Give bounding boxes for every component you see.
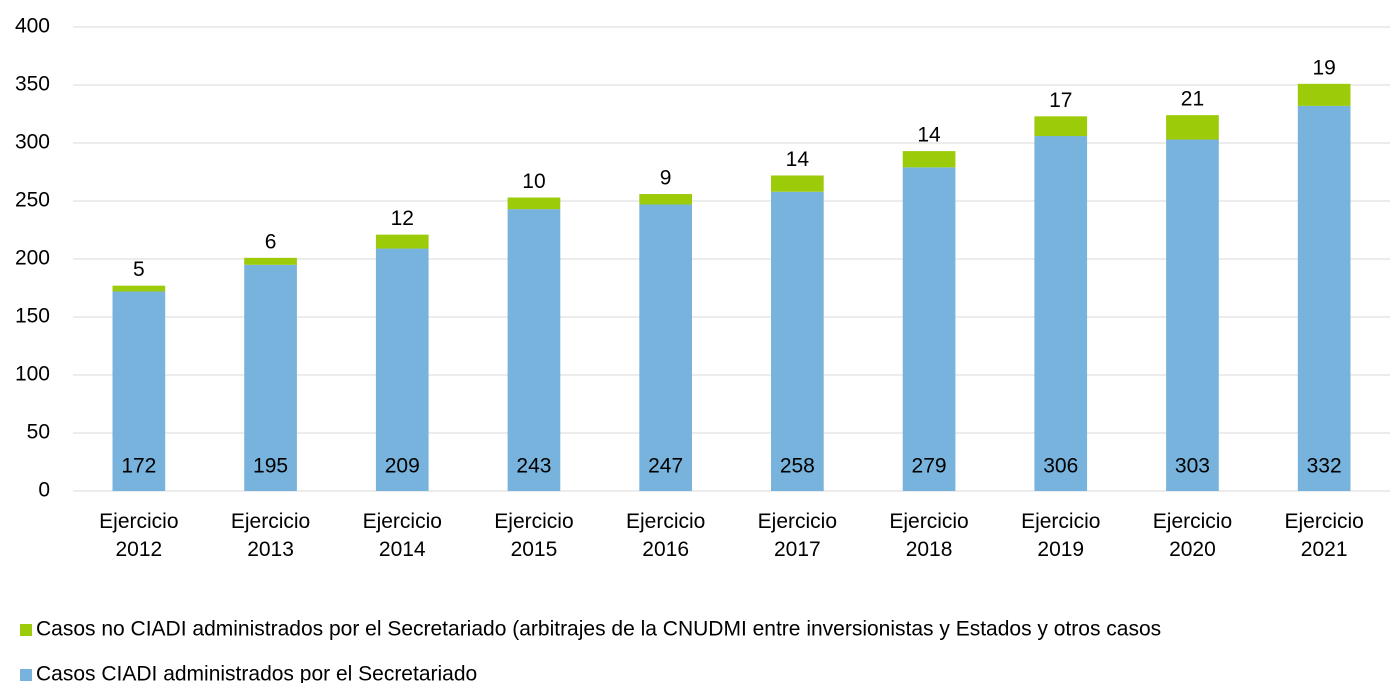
bar-segment bbox=[375, 234, 429, 249]
x-tick-label: Ejercicio 2021 bbox=[1284, 510, 1363, 561]
value-label: 17 bbox=[1049, 89, 1072, 112]
legend-label: Casos CIADI administrados por el Secreta… bbox=[36, 663, 477, 683]
value-label: 19 bbox=[1312, 56, 1335, 79]
y-tick-label: 100 bbox=[15, 363, 50, 386]
x-tick-label: Ejercicio 2017 bbox=[758, 510, 837, 561]
value-label: 5 bbox=[133, 258, 145, 281]
bar-segment bbox=[375, 248, 429, 491]
value-label: 279 bbox=[912, 455, 947, 478]
bar-segment bbox=[1034, 136, 1088, 492]
x-tick-label: Ejercicio 2020 bbox=[1153, 510, 1232, 561]
y-tick-label: 50 bbox=[27, 421, 50, 444]
value-label: 9 bbox=[660, 167, 672, 190]
y-tick-label: 200 bbox=[15, 247, 50, 270]
bar-segment bbox=[902, 167, 956, 492]
legend-swatch bbox=[20, 669, 32, 681]
y-tick-label: 400 bbox=[15, 15, 50, 38]
bar-segment bbox=[1297, 105, 1351, 491]
bar-segment bbox=[1166, 115, 1219, 140]
x-tick-label: Ejercicio 2015 bbox=[494, 510, 573, 561]
value-label: 172 bbox=[121, 455, 156, 478]
value-label: 247 bbox=[648, 455, 683, 478]
value-label: 12 bbox=[391, 207, 414, 230]
value-label: 306 bbox=[1043, 455, 1078, 478]
bar-segment bbox=[244, 264, 297, 491]
x-tick-label: Ejercicio 2012 bbox=[99, 510, 178, 561]
bar-segment bbox=[639, 204, 692, 492]
value-label: 14 bbox=[786, 148, 810, 171]
value-label: 243 bbox=[516, 455, 551, 478]
bar-segment bbox=[902, 151, 956, 168]
bar-segment bbox=[507, 209, 561, 491]
x-tick-label: Ejercicio 2013 bbox=[231, 510, 310, 561]
value-label: 195 bbox=[253, 455, 288, 478]
y-tick-label: 350 bbox=[15, 73, 50, 96]
bar-segment bbox=[112, 285, 166, 292]
value-label: 10 bbox=[522, 170, 545, 193]
bar-segment bbox=[771, 191, 824, 491]
bar-segment bbox=[507, 197, 561, 210]
value-label: 6 bbox=[265, 230, 277, 253]
y-tick-label: 300 bbox=[15, 131, 50, 154]
y-tick-label: 250 bbox=[15, 189, 50, 212]
bar-segment bbox=[639, 194, 692, 205]
value-label: 303 bbox=[1175, 455, 1210, 478]
y-tick-label: 0 bbox=[38, 479, 50, 502]
bar-segment bbox=[112, 291, 166, 491]
x-tick-label: Ejercicio 2019 bbox=[1021, 510, 1100, 561]
value-label: 332 bbox=[1307, 455, 1342, 478]
legend-label: Casos no CIADI administrados por el Secr… bbox=[36, 618, 1161, 641]
x-tick-label: Ejercicio 2018 bbox=[889, 510, 968, 561]
y-tick-label: 150 bbox=[15, 305, 50, 328]
value-label: 209 bbox=[385, 455, 420, 478]
bar-segment bbox=[244, 257, 297, 265]
x-tick-label: Ejercicio 2014 bbox=[363, 510, 442, 561]
bar-segment bbox=[1166, 139, 1219, 491]
bar-segment bbox=[1297, 83, 1351, 106]
bar-segment bbox=[1034, 116, 1088, 137]
value-label: 21 bbox=[1181, 88, 1204, 111]
x-tick-label: Ejercicio 2016 bbox=[626, 510, 705, 561]
bar-segment bbox=[771, 175, 824, 192]
value-label: 258 bbox=[780, 455, 815, 478]
value-label: 14 bbox=[917, 124, 941, 147]
legend-swatch bbox=[20, 624, 32, 636]
